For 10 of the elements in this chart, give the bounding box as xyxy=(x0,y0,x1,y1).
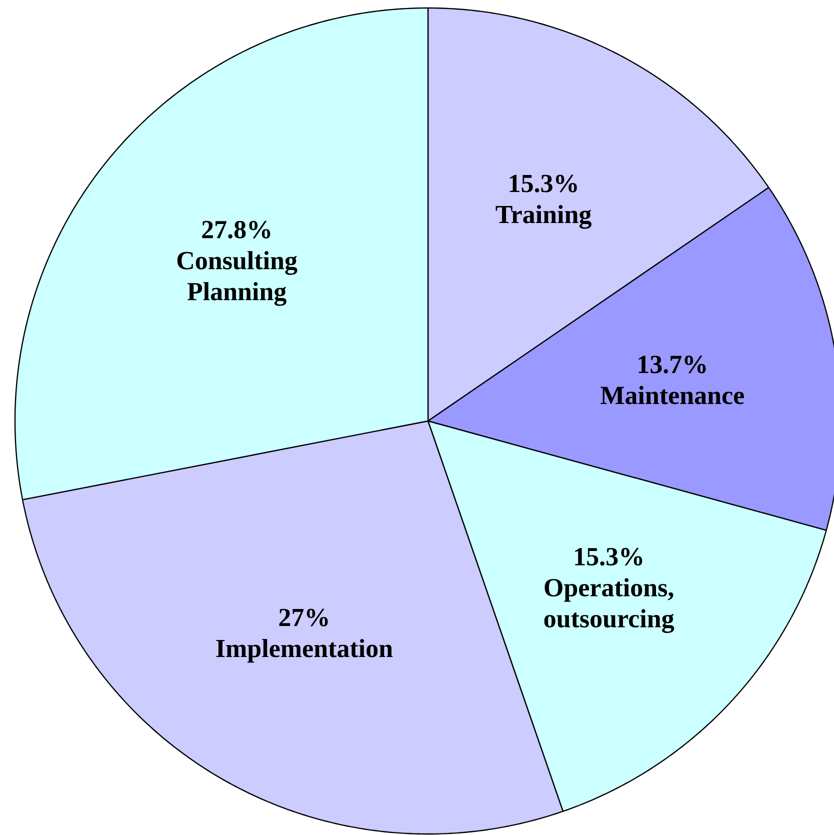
slice-label: Implementation xyxy=(216,639,393,663)
slice-label: Consulting Planning xyxy=(177,251,298,306)
data-label: 15.3% xyxy=(510,174,577,192)
slice-label: Maintenance xyxy=(600,386,744,404)
data-label: 27.8% xyxy=(202,220,270,238)
data-label: 27% xyxy=(279,608,328,626)
data-label: 15.3% xyxy=(575,548,642,566)
slice-label: Training xyxy=(496,205,592,229)
slice-label: Operations, outsourcing xyxy=(544,578,674,633)
data-label: 13.7% xyxy=(638,356,706,374)
